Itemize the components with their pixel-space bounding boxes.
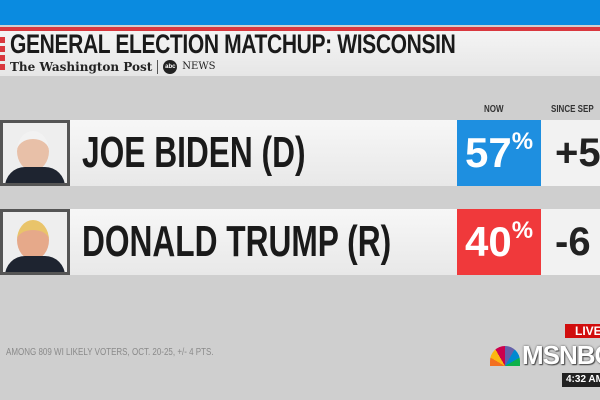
title-band: [0, 31, 600, 76]
poll-footnote: AMONG 809 WI LIKELY VOTERS, OCT. 20-25, …: [6, 347, 214, 358]
candidate-name: JOE BIDEN (D): [82, 128, 306, 177]
percent-sign: %: [511, 128, 534, 155]
percent-value: 40: [464, 218, 512, 265]
clock: 4:32 AM: [562, 373, 600, 387]
washington-post-logo: The Washington Post: [10, 59, 153, 74]
candidate-row: JOE BIDEN (D): [70, 120, 457, 186]
live-badge: LIVE: [565, 324, 600, 338]
msnbc-logo: MSNBC: [522, 340, 600, 370]
graphic-title: GENERAL ELECTION MATCHUP: WISCONSIN: [10, 29, 456, 59]
now-percent: 57%: [457, 120, 541, 186]
percent-sign: %: [511, 217, 534, 244]
candidate-row: DONALD TRUMP (R): [70, 209, 457, 275]
stripes-decoration: [0, 37, 5, 73]
col-now-header: NOW: [484, 104, 504, 115]
change-value: -6: [541, 209, 600, 275]
now-percent: 40%: [457, 209, 541, 275]
abc-news-label: NEWS: [182, 60, 216, 72]
col-since-header: SINCE SEP: [551, 104, 594, 115]
change-value: +5: [541, 120, 600, 186]
top-banner: [0, 0, 600, 25]
trump-photo: [0, 209, 70, 275]
candidate-name: DONALD TRUMP (R): [82, 217, 392, 266]
source-logos: The Washington Post abc NEWS: [10, 59, 215, 74]
divider: [157, 59, 159, 74]
divider: [0, 27, 600, 31]
percent-value: 57: [464, 129, 512, 176]
biden-photo: [0, 120, 70, 186]
nbc-peacock-icon: [490, 346, 520, 366]
abc-logo-icon: abc: [163, 59, 178, 74]
